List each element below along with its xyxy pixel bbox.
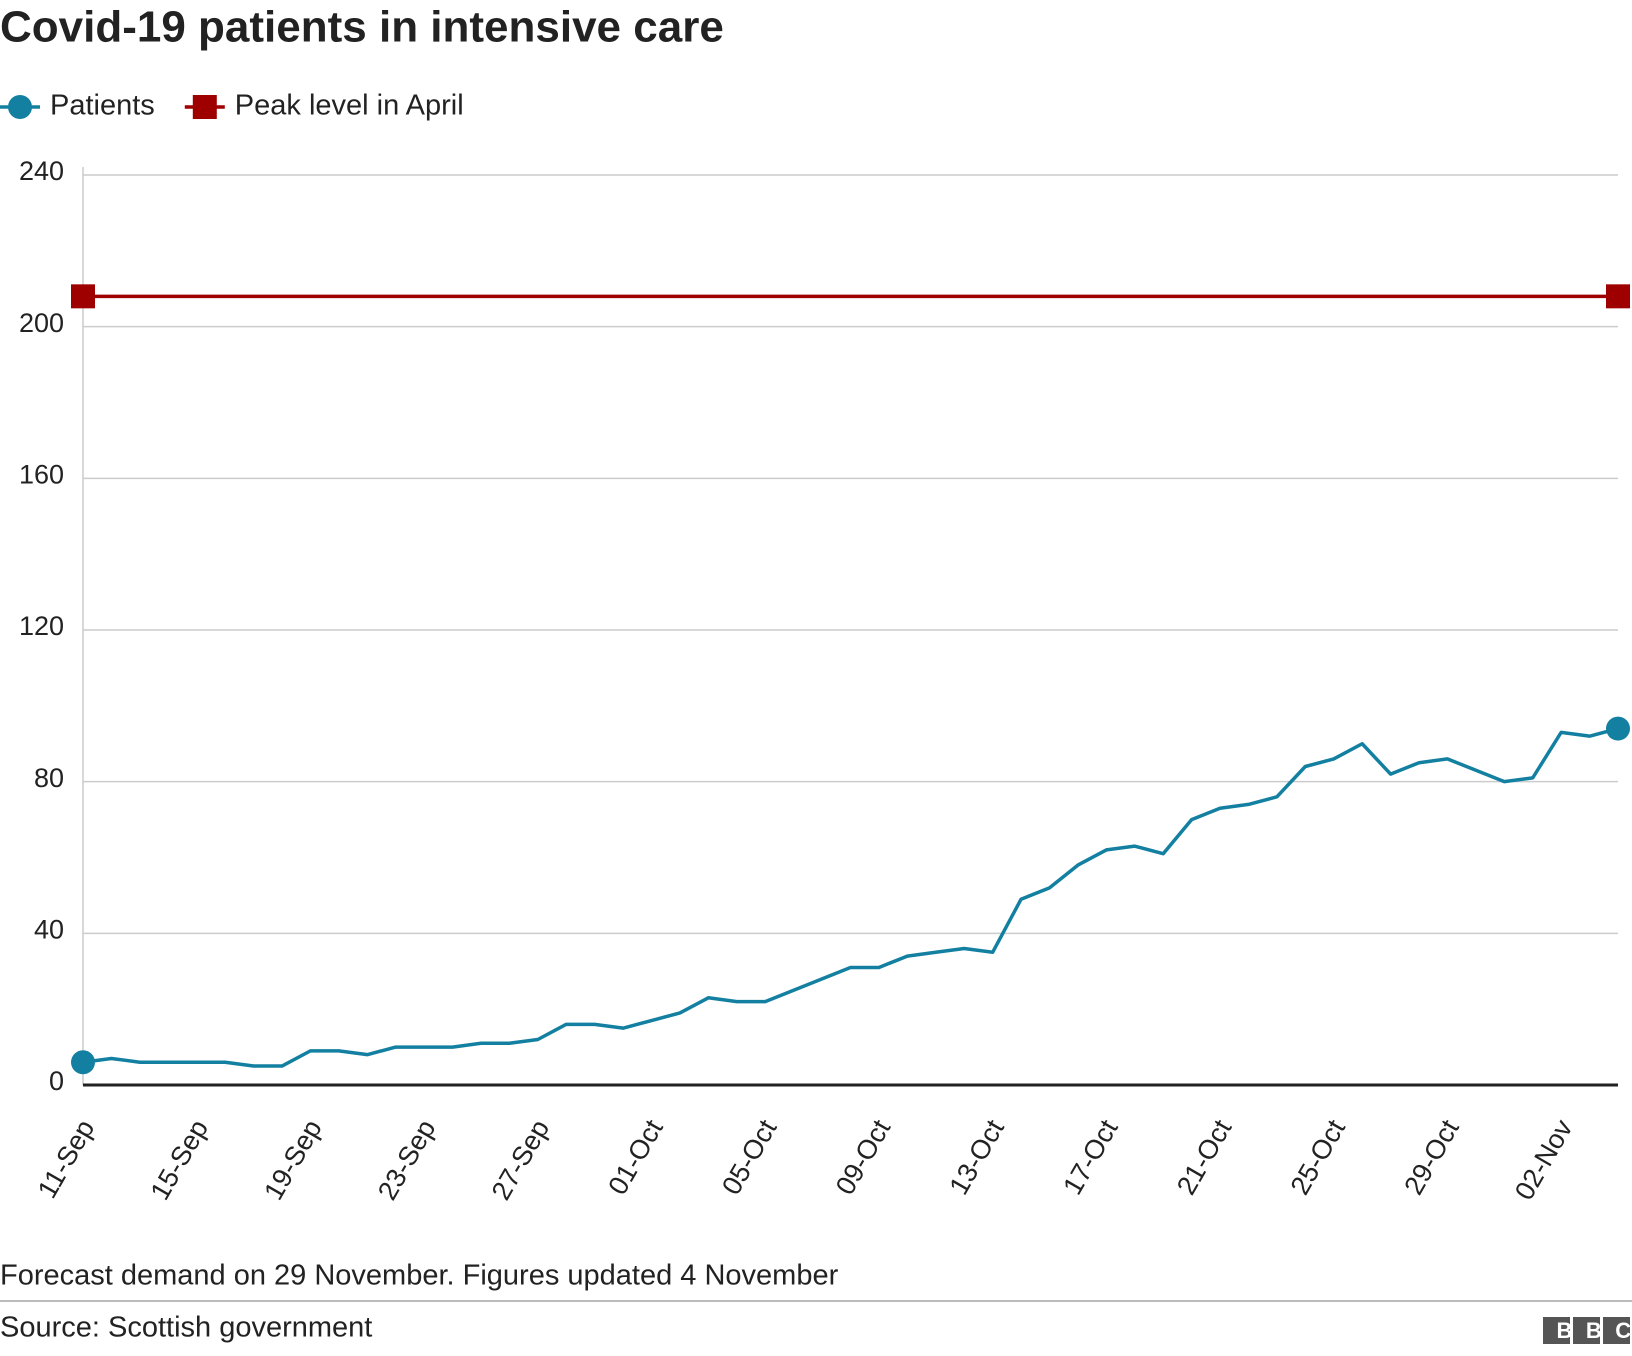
x-tick-label: 27-Sep xyxy=(486,1115,556,1205)
logo: BBC xyxy=(1543,1317,1632,1344)
y-tick-label: 240 xyxy=(19,156,64,186)
x-tick-label: 17-Oct xyxy=(1057,1114,1124,1200)
x-tick-label: 09-Oct xyxy=(830,1114,897,1200)
x-tick-label: 01-Oct xyxy=(602,1114,669,1200)
x-tick-label: 13-Oct xyxy=(943,1114,1010,1200)
y-tick-label: 0 xyxy=(49,1066,64,1096)
line-end-marker xyxy=(1606,284,1630,309)
y-tick-label: 200 xyxy=(19,308,64,338)
x-tick-label: 29-Oct xyxy=(1398,1114,1465,1200)
x-tick-label: 23-Sep xyxy=(372,1115,442,1205)
y-tick-label: 80 xyxy=(34,763,64,793)
legend-swatch xyxy=(8,95,32,119)
y-tick-label: 120 xyxy=(19,611,64,641)
y-tick-label: 160 xyxy=(19,459,64,489)
legend-label: Patients xyxy=(50,90,155,122)
legend-swatch xyxy=(192,95,217,119)
y-tick-label: 40 xyxy=(34,914,64,944)
x-tick-label: 21-Oct xyxy=(1171,1114,1238,1200)
x-tick-label: 15-Sep xyxy=(145,1115,215,1205)
logo-box xyxy=(1573,1317,1600,1344)
x-tick-label: 05-Oct xyxy=(716,1114,783,1200)
legend-item: Patients xyxy=(0,90,155,122)
line-end-marker xyxy=(1606,716,1630,741)
series-line xyxy=(82,726,1619,1068)
line-end-marker xyxy=(71,284,95,309)
logo-text: BBC xyxy=(1557,1318,1632,1343)
line-end-marker xyxy=(71,1050,95,1075)
x-tick-label: 02-Nov xyxy=(1509,1114,1579,1205)
chart-note: Forecast demand on 29 November. Figures … xyxy=(0,1260,839,1292)
x-tick-label: 25-Oct xyxy=(1285,1114,1352,1200)
x-tick-label: 11-Sep xyxy=(32,1115,101,1204)
legend-item: Peak level in April xyxy=(184,90,464,122)
chart-title: Covid-19 patients in intensive care xyxy=(0,3,724,52)
x-tick-label: 19-Sep xyxy=(258,1115,328,1205)
logo-box xyxy=(1543,1317,1570,1344)
chart-source: Source: Scottish government xyxy=(0,1312,372,1344)
legend-label: Peak level in April xyxy=(235,90,464,122)
logo-box xyxy=(1603,1317,1630,1344)
